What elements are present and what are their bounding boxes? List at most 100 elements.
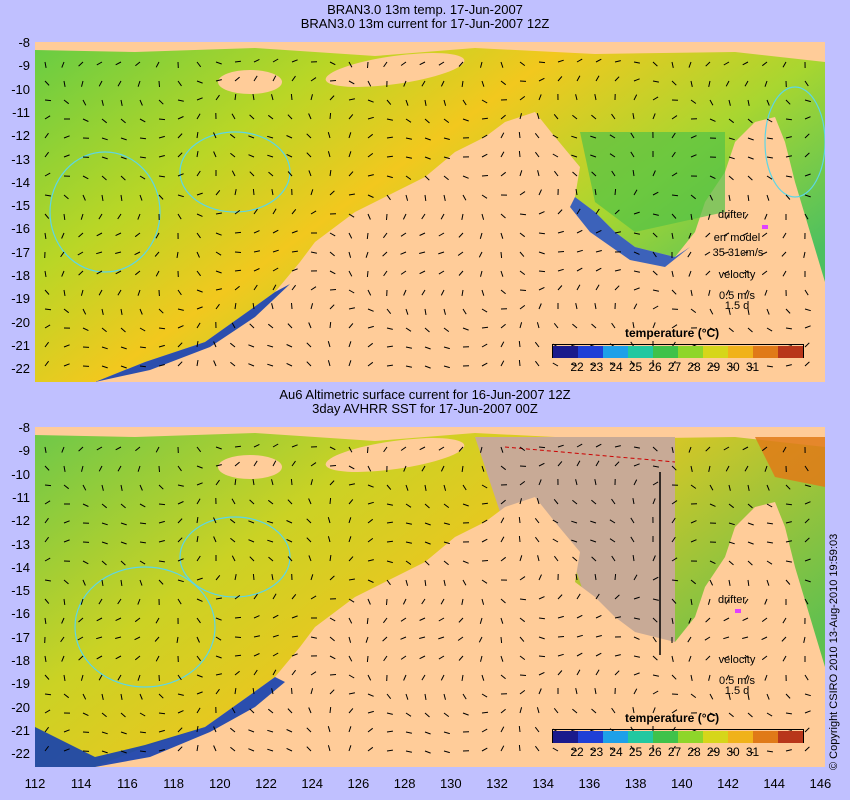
latitude-label: -18 [11, 268, 30, 283]
current-arrow [519, 481, 526, 486]
current-arrow [272, 614, 279, 619]
current-arrow [728, 156, 735, 160]
current-arrow [500, 708, 506, 714]
current-arrow [747, 118, 753, 124]
current-arrow [158, 484, 164, 490]
current-arrow [252, 479, 255, 486]
current-arrow [671, 465, 677, 471]
colorbar-segment [628, 346, 653, 358]
current-arrow [461, 674, 464, 681]
current-arrow [553, 498, 559, 505]
longitude-label: 114 [70, 776, 92, 791]
current-arrow [728, 750, 735, 754]
current-arrow [400, 232, 407, 237]
current-arrow [63, 154, 70, 158]
current-arrow [728, 365, 735, 369]
current-arrow [424, 560, 430, 566]
current-arrow [804, 746, 810, 752]
current-arrow [196, 482, 203, 486]
current-arrow [291, 250, 298, 253]
current-arrow [96, 232, 103, 237]
current-arrow [591, 171, 597, 177]
current-arrow [500, 636, 503, 644]
current-arrow [272, 208, 277, 215]
current-arrow [44, 289, 50, 295]
current-arrow [519, 689, 526, 695]
current-arrow [690, 520, 697, 524]
longitude-label: 140 [670, 776, 693, 791]
current-arrow [652, 213, 659, 216]
current-arrow [552, 362, 559, 367]
current-arrow [291, 669, 297, 676]
current-arrow [115, 617, 122, 622]
current-arrow [671, 446, 674, 454]
current-arrow [594, 189, 597, 196]
current-arrow [44, 194, 51, 197]
current-arrow [348, 151, 352, 158]
colorbar-label: 24 [609, 360, 623, 374]
latitude-label: -8 [18, 420, 30, 435]
latitude-label: -10 [11, 466, 30, 482]
current-arrow [611, 170, 616, 177]
current-arrow [329, 61, 336, 66]
colorbar-segment [753, 346, 778, 358]
current-arrow [557, 59, 564, 63]
current-arrow [552, 747, 559, 752]
colorbar-label: 25 [628, 745, 643, 759]
current-arrow [744, 213, 749, 220]
current-arrow [766, 503, 773, 508]
current-arrow [671, 115, 678, 120]
current-arrow [500, 80, 507, 86]
current-arrow [764, 465, 768, 472]
bottom-map-panel[interactable]: drifter velocity 0.5 m/s 1.5 d temperatu… [35, 427, 825, 767]
current-arrow [518, 725, 521, 733]
current-arrow [538, 655, 546, 658]
longitude-label: 118 [163, 776, 184, 791]
current-arrow [405, 560, 412, 565]
current-arrow [538, 251, 545, 255]
current-arrow [272, 267, 279, 272]
current-arrow [747, 194, 750, 201]
current-arrow [177, 518, 183, 524]
current-arrow [405, 503, 412, 508]
current-arrow [443, 712, 450, 718]
current-arrow [614, 285, 620, 291]
current-arrow [480, 61, 483, 68]
current-arrow [443, 484, 447, 491]
current-arrow [481, 99, 488, 104]
current-arrow [761, 232, 768, 238]
current-arrow [403, 80, 407, 87]
current-arrow [271, 688, 274, 695]
current-arrow [614, 616, 622, 619]
current-arrow [291, 444, 298, 448]
current-arrow [462, 99, 467, 106]
current-arrow [536, 322, 540, 329]
current-arrow [367, 213, 371, 220]
current-arrow [690, 465, 693, 473]
current-arrow [382, 251, 388, 257]
current-arrow [424, 503, 430, 509]
current-arrow [438, 446, 445, 451]
current-arrow [747, 750, 754, 754]
current-arrow [291, 284, 297, 291]
current-arrow [405, 365, 412, 368]
current-arrow [382, 232, 388, 239]
current-arrow [804, 484, 811, 488]
colorbar-segment [728, 346, 753, 358]
current-arrow [480, 270, 483, 277]
current-arrow [348, 726, 352, 733]
current-arrow [310, 462, 317, 467]
current-arrow [215, 232, 222, 236]
current-arrow [286, 520, 293, 524]
current-arrow [272, 593, 277, 600]
top-drifter-icon [762, 225, 768, 229]
current-arrow [405, 693, 409, 700]
current-arrow [557, 670, 563, 676]
top-map-panel[interactable]: drifter err model 35 31cm/s velocity 0.5… [35, 42, 825, 382]
current-arrow [534, 151, 540, 158]
current-arrow [614, 231, 622, 234]
current-arrow [158, 560, 165, 563]
current-arrow [63, 693, 70, 699]
current-arrow [139, 693, 143, 700]
current-arrow [690, 80, 693, 88]
